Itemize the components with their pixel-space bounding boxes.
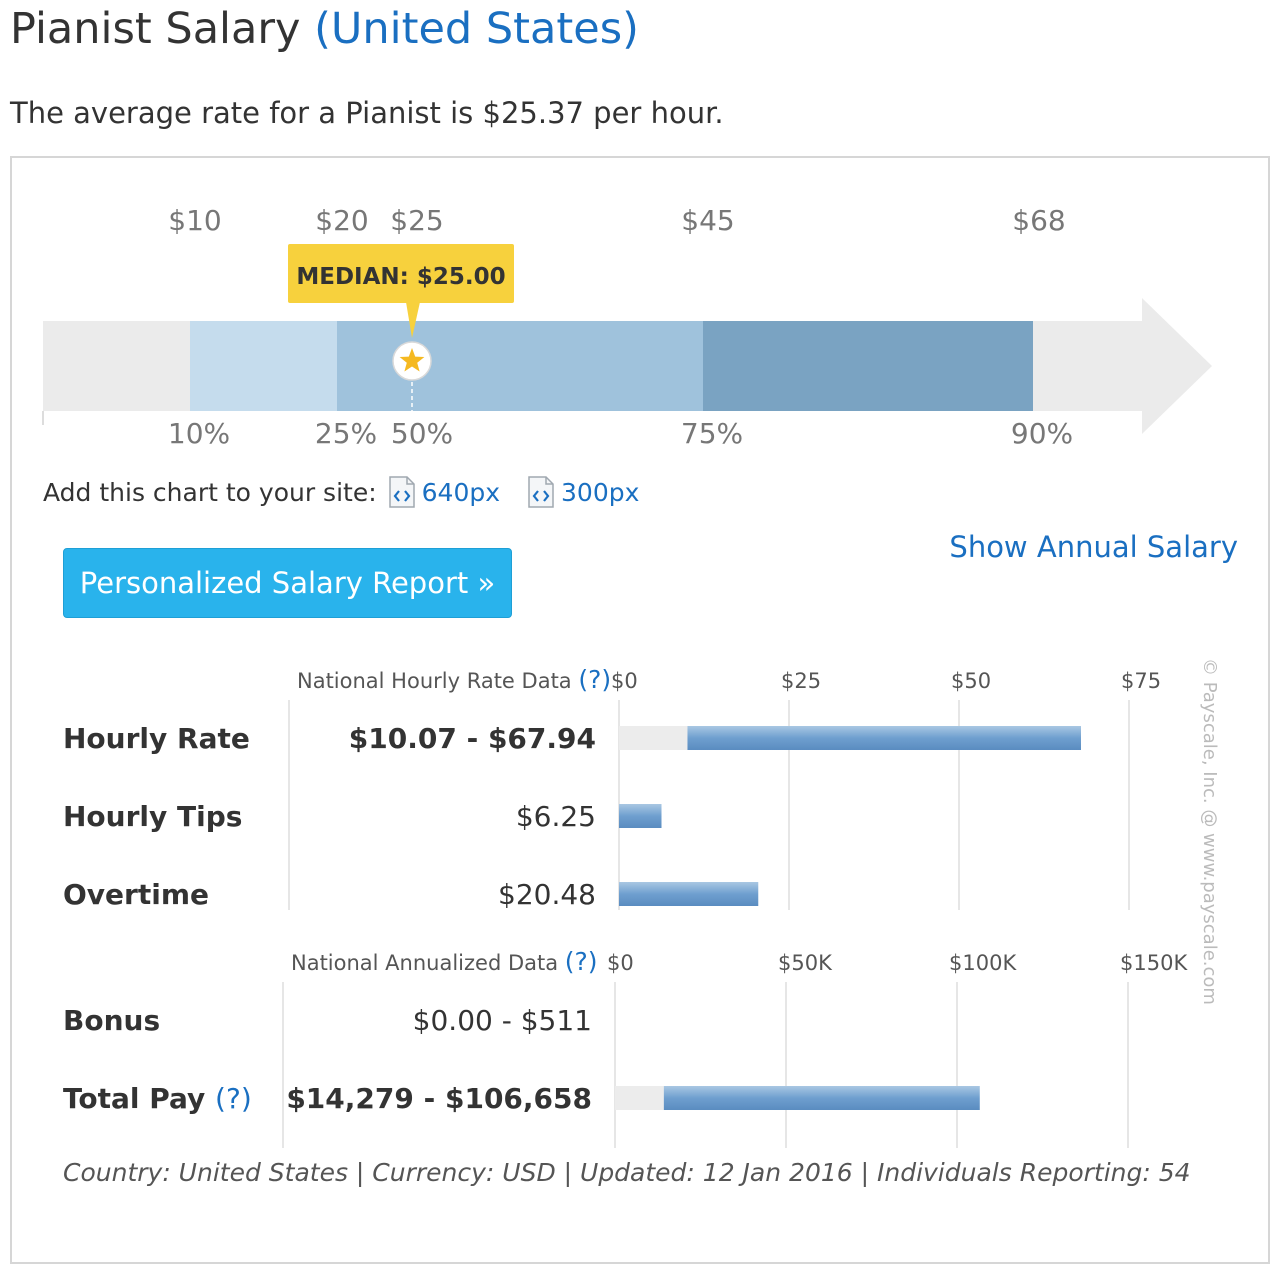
star-icon xyxy=(399,348,425,372)
row-label: Total Pay (?) xyxy=(63,1082,252,1115)
axis-tick-label: $50 xyxy=(951,669,991,693)
band-75-90 xyxy=(703,321,1033,411)
range-bar xyxy=(687,726,1081,750)
embed-code-icon xyxy=(388,476,415,508)
row-value: $6.25 xyxy=(516,800,596,833)
row-label: Bonus xyxy=(63,1004,160,1037)
row-value: $14,279 - $106,658 xyxy=(286,1082,592,1115)
percentile-value-label: $25 xyxy=(390,204,443,237)
row-value: $20.48 xyxy=(498,878,596,911)
range-bar xyxy=(619,804,662,828)
axis-tick-label: $25 xyxy=(781,669,821,693)
bar-lead-gap xyxy=(615,1086,664,1110)
row-value: $0.00 - $511 xyxy=(413,1004,592,1037)
row-label: Hourly Tips xyxy=(63,800,242,833)
band-25-75 xyxy=(337,321,703,411)
median-callout-pointer xyxy=(406,302,420,338)
country-link[interactable]: (United States) xyxy=(314,4,639,54)
axis-tick-label: $50K xyxy=(778,951,833,975)
row-value: $10.07 - $67.94 xyxy=(349,722,596,755)
embed-label: Add this chart to your site: xyxy=(43,477,377,507)
percentile-value-label: $68 xyxy=(1012,204,1065,237)
range-bar xyxy=(663,1086,980,1110)
range-bar xyxy=(619,882,759,906)
median-callout-text: MEDIAN: $25.00 xyxy=(296,264,505,290)
axis-tick-label: $75 xyxy=(1121,669,1161,693)
embed-code-icon xyxy=(528,476,554,508)
row-label: Overtime xyxy=(63,878,209,911)
personalized-salary-report-button[interactable]: Personalized Salary Report » xyxy=(63,548,512,618)
embed-300-link[interactable]: 300px xyxy=(526,476,639,508)
data-footnote: Country: United States | Currency: USD |… xyxy=(63,1158,1191,1187)
percentile-value-label: $10 xyxy=(168,204,221,237)
page-title-text: Pianist Salary xyxy=(10,4,301,54)
axis-tick-label: $100K xyxy=(949,951,1017,975)
band-10-25 xyxy=(190,321,337,411)
average-rate-summary: The average rate for a Pianist is $25.37… xyxy=(10,96,724,130)
salary-card: $10 10% $20 25% $25 50% $45 75% $68 90% MEDIAN: $2… xyxy=(10,156,1270,1264)
detail-bar-charts: National Hourly Rate Data (?) $0 $25 $50 $75… xyxy=(63,658,1220,1148)
payscale-watermark: © Payscale, Inc. @ www.payscale.com xyxy=(1199,658,1220,1005)
axis-tick-label: $150K xyxy=(1120,951,1188,975)
embed-640-link[interactable]: 640px xyxy=(387,476,500,508)
percentile-pct-label: 75% xyxy=(681,417,743,450)
page-title: Pianist Salary (United States) xyxy=(10,4,639,54)
axis-tick-label: $0 xyxy=(611,669,638,693)
percentile-pct-label: 50% xyxy=(391,417,453,450)
percentile-value-label: $45 xyxy=(681,204,734,237)
embed-chart-row: Add this chart to your site: 640px 300px xyxy=(43,476,639,508)
axis-tick-label: $0 xyxy=(607,951,634,975)
show-annual-salary-link[interactable]: Show Annual Salary xyxy=(949,530,1238,564)
row-label: Hourly Rate xyxy=(63,722,250,755)
embed-640-label: 640px xyxy=(421,477,501,507)
section-label: National Annualized Data (?) xyxy=(291,947,598,976)
percentile-range-chart: $10 10% $20 25% $25 50% $45 75% $68 90% MEDIAN: $2… xyxy=(42,204,1212,450)
percentile-pct-label: 25% xyxy=(315,417,377,450)
embed-300-label: 300px xyxy=(561,477,640,507)
median-callout xyxy=(288,244,514,303)
bar-lead-gap xyxy=(619,726,688,750)
percentile-pct-label: 10% xyxy=(168,417,230,450)
section-label: National Hourly Rate Data (?) xyxy=(297,665,611,694)
percentile-value-label: $20 xyxy=(315,204,368,237)
percentile-pct-label: 90% xyxy=(1011,417,1073,450)
